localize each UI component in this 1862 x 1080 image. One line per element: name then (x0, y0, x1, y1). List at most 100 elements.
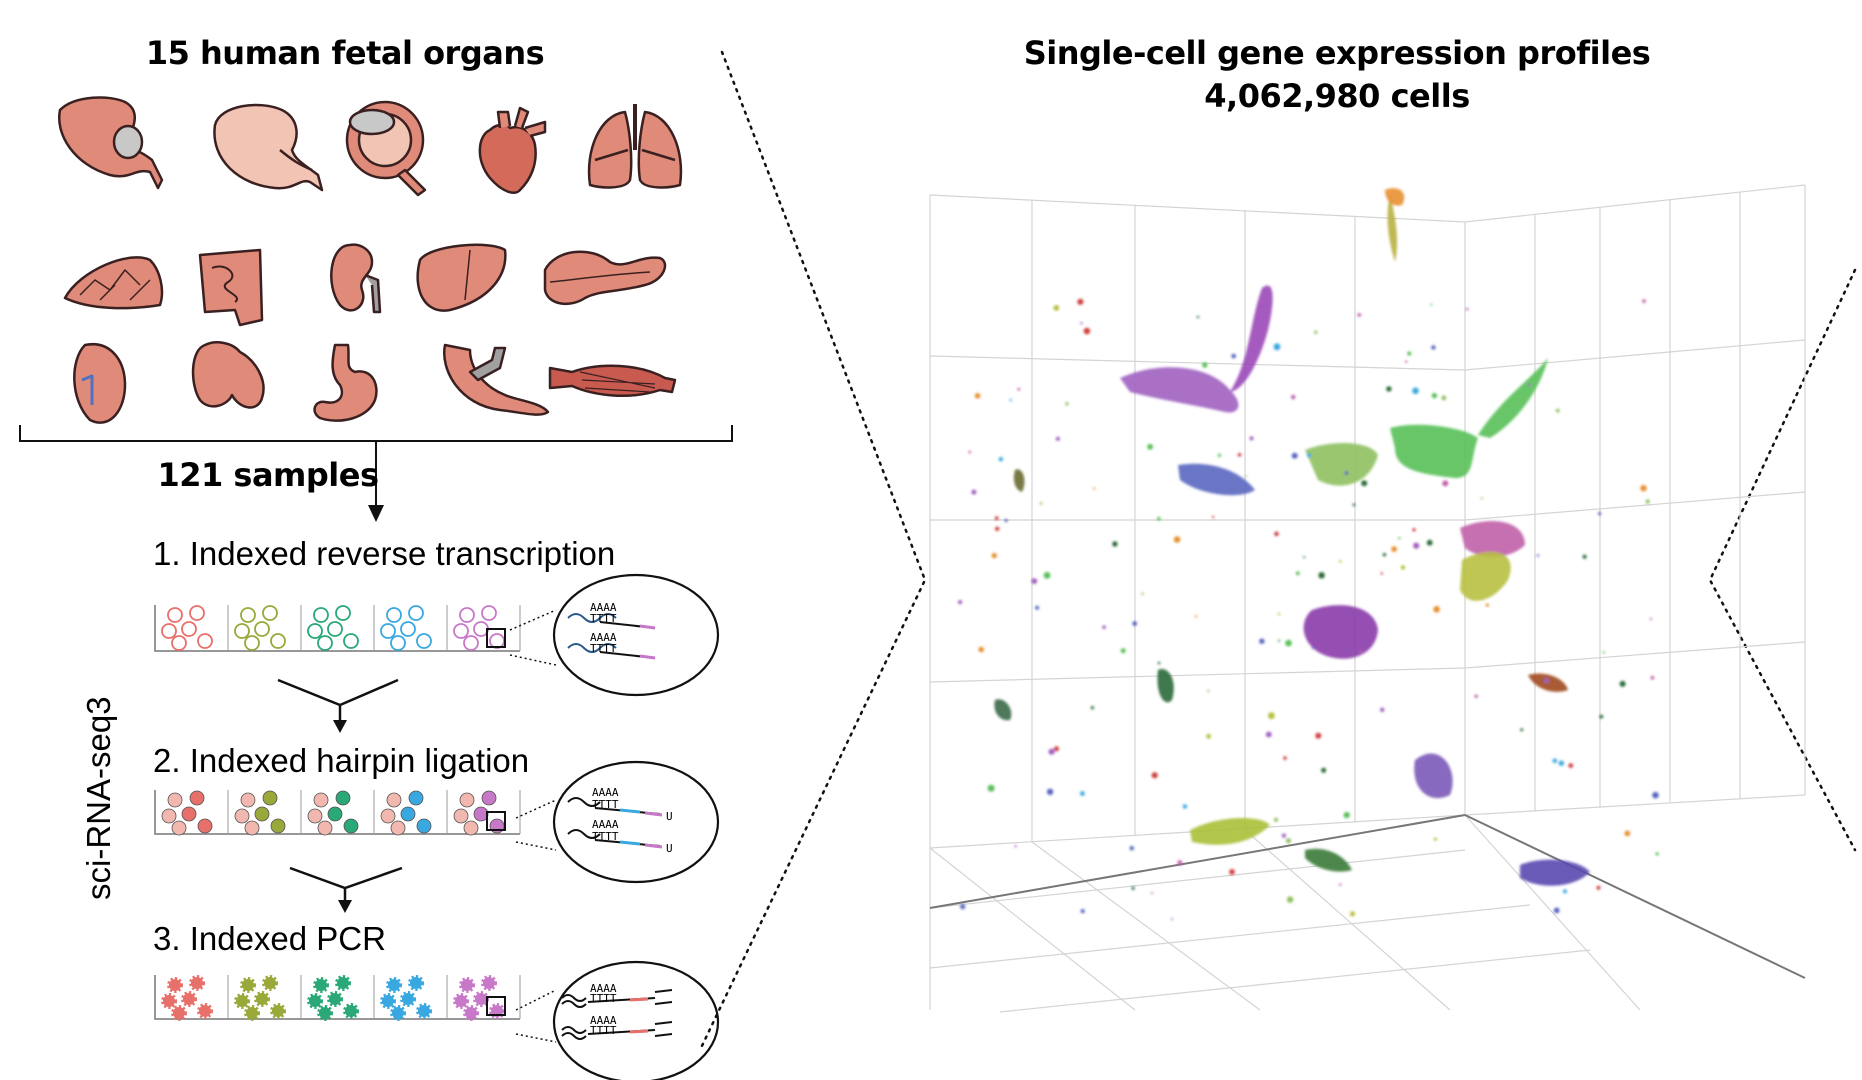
cell-point (1426, 539, 1433, 546)
lung-icon (587, 104, 683, 189)
cell-circle (380, 808, 396, 824)
cell-circle (416, 633, 432, 649)
cell-circle (481, 975, 497, 991)
cell-point (1277, 612, 1281, 616)
cell-point (1442, 480, 1449, 487)
cell-circle (335, 790, 351, 806)
cell-point (1080, 909, 1085, 914)
ligation-molecules (567, 797, 663, 849)
cell-point (1441, 395, 1447, 401)
lig-polyt-2: TTTT (592, 830, 619, 843)
cell-point (1307, 453, 1311, 458)
cell-point (1131, 886, 1135, 890)
cell-point (1398, 537, 1401, 540)
cell-point (1157, 516, 1161, 521)
umap-title-line1: Single-cell gene expression profiles (1024, 34, 1651, 72)
cell-point (1171, 918, 1173, 921)
cell-point (1400, 565, 1406, 570)
cell-point (1315, 732, 1322, 739)
cerebrum-icon (57, 96, 164, 190)
pool-arrow-1-head (333, 720, 347, 733)
cell-point (1413, 542, 1420, 549)
cell-point (1177, 860, 1183, 866)
cell-circle (390, 635, 406, 651)
umap-axes (929, 814, 1806, 979)
cell-point (1431, 345, 1436, 350)
cell-point (1043, 572, 1051, 579)
cell-circle (189, 605, 205, 621)
cell-point (1120, 648, 1126, 654)
cell-circle (327, 991, 343, 1007)
cell-circle (254, 621, 270, 637)
cell-circle (400, 991, 416, 1007)
cell-circle (459, 977, 475, 993)
cell-circle (240, 792, 256, 808)
cell-point (1339, 883, 1342, 886)
cell-point (1640, 485, 1647, 492)
cell-point (1553, 907, 1560, 914)
rt-polya-2: AAAA (590, 631, 617, 644)
cell-circle (459, 792, 475, 808)
cell-cluster (1387, 195, 1398, 262)
step-2-label: 2. Indexed hairpin ligation (153, 742, 529, 779)
cell-point (1031, 578, 1038, 584)
cell-point (1147, 443, 1153, 450)
cell-point (1321, 767, 1327, 773)
lig-uracil-1: U (666, 810, 673, 823)
cell-point (1217, 453, 1221, 457)
zoom-box (486, 811, 506, 831)
cell-point (991, 552, 997, 559)
cell-cluster (1390, 424, 1478, 478)
cell-point (1412, 528, 1416, 532)
cell-circle (453, 623, 469, 639)
cell-circle (408, 790, 424, 806)
cell-circle (167, 977, 183, 993)
eye-icon (345, 100, 427, 197)
cell-point (1291, 394, 1296, 400)
zoom-callouts (552, 573, 720, 1080)
cell-circle (262, 605, 278, 621)
cell-point (960, 904, 966, 910)
cell-circle (317, 820, 333, 836)
cell-point (1599, 714, 1604, 719)
cell-point (1132, 621, 1138, 626)
cell-point (1194, 615, 1198, 618)
cell-point (998, 457, 1004, 462)
cell-point (1619, 680, 1626, 687)
cell-circle (317, 1005, 333, 1021)
cell-point (1344, 471, 1349, 475)
umap-3d-grid (929, 184, 1806, 1013)
intestine-icon (198, 248, 264, 327)
cell-circle (197, 818, 213, 834)
cell-point (1391, 546, 1397, 552)
cell-circle (335, 605, 351, 621)
step-1-label: 1. Indexed reverse transcription (153, 535, 615, 572)
cell-circle (181, 991, 197, 1007)
cell-point (1039, 502, 1043, 505)
cell-point (1582, 554, 1587, 559)
rt-polyt-2: TTTT (590, 642, 617, 655)
cell-cluster (1520, 859, 1590, 886)
cell-point (974, 393, 981, 399)
rt-molecules (567, 613, 656, 660)
zoom-box (486, 628, 506, 648)
cell-circle (313, 977, 329, 993)
cell-point (1649, 617, 1652, 621)
cell-point (1231, 353, 1236, 359)
pool-arrow-2-head (338, 900, 352, 913)
cell-circle (327, 621, 343, 637)
cell-point (1265, 731, 1272, 738)
cell-point (1004, 518, 1008, 523)
liver-icon (416, 243, 507, 312)
cell-point (1466, 307, 1469, 311)
cell-circle (197, 633, 213, 649)
cell-cluster (1013, 469, 1025, 492)
cell-point (1407, 351, 1412, 356)
cell-point (1268, 712, 1275, 720)
lig-polyt-1: TTTT (592, 798, 619, 811)
cell-point (1431, 392, 1438, 399)
cell-circle (262, 790, 278, 806)
cell-circle (380, 993, 396, 1009)
rt-polya-1: AAAA (590, 601, 617, 614)
cell-point (1433, 606, 1440, 613)
